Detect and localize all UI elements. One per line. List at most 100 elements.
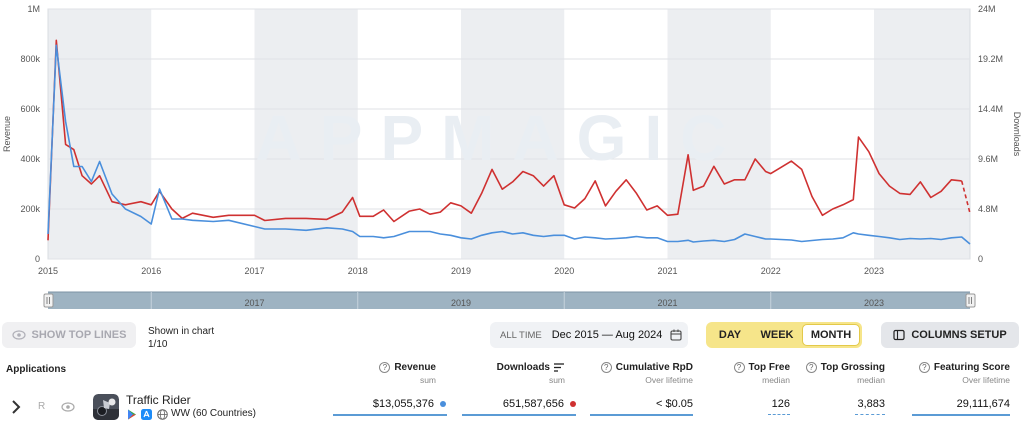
column-top-grossing-title: Top Grossing [820, 362, 885, 373]
featuring-score-value[interactable]: 29,111,674 [956, 398, 1010, 410]
left-axis-tick-label: 1M [27, 4, 40, 14]
right-axis-tick-label: 19.2M [978, 54, 1003, 64]
right-axis-tick-label: 9.6M [978, 154, 998, 164]
year-band [254, 9, 358, 259]
downloads-series-dot [570, 401, 576, 408]
column-featuring-score[interactable]: ? Featuring Score Over lifetime [918, 362, 1010, 385]
eye-icon[interactable] [61, 402, 75, 412]
help-icon[interactable]: ? [600, 362, 612, 373]
left-axis-tick-label: 400k [20, 154, 40, 164]
column-cumulative-rpd-sub: Over lifetime [645, 375, 693, 385]
row-marker[interactable]: R [38, 401, 46, 412]
app-store-icon [141, 409, 152, 420]
column-featuring-score-title: Featuring Score [933, 362, 1010, 373]
right-axis-tick-label: 24M [978, 4, 996, 14]
downloads-cell: 651,587,656 [503, 398, 576, 410]
sort-icon[interactable] [554, 363, 565, 372]
column-top-free-title: Top Free [748, 362, 790, 373]
column-revenue-sub: sum [419, 375, 436, 385]
column-top-grossing[interactable]: ? Top Grossing median [805, 362, 885, 385]
year-band [873, 9, 970, 259]
year-band [48, 9, 152, 259]
x-axis-tick-label: 2018 [348, 266, 368, 276]
left-axis-title: Revenue [2, 116, 12, 152]
downloads-series-line [47, 39, 962, 241]
x-axis-tick-label: 2022 [761, 266, 781, 276]
left-axis-tick-label: 800k [20, 54, 40, 64]
navigator-track [48, 292, 970, 309]
column-cumulative-rpd[interactable]: ? Cumulative RpD Over lifetime [600, 362, 693, 385]
table-header: Applications ? Revenue sum Downloads sum … [0, 362, 1024, 390]
chevron-right-icon[interactable] [11, 400, 21, 414]
left-axis-tick-label: 200k [20, 204, 40, 214]
revenue-series-dot [440, 401, 446, 408]
column-downloads[interactable]: Downloads sum [497, 362, 565, 385]
app-icon[interactable] [93, 394, 119, 420]
downloads-value[interactable]: 651,587,656 [502, 398, 564, 410]
shown-in-chart-label: Shown in chart [148, 326, 215, 337]
google-play-icon [128, 409, 136, 420]
columns-setup-label: COLUMNS SETUP [911, 329, 1007, 341]
column-revenue[interactable]: ? Revenue sum [379, 362, 436, 385]
x-axis-tick-label: 2015 [38, 266, 58, 276]
columns-icon [893, 329, 905, 341]
x-axis-tick-label: 2020 [554, 266, 574, 276]
show-top-lines-button[interactable]: SHOW TOP LINES [2, 322, 136, 348]
right-axis-title: Downloads [1012, 112, 1022, 157]
revenue-cell: $13,055,376 [373, 398, 446, 410]
left-axis-tick-label: 0 [35, 254, 40, 264]
column-top-free[interactable]: ? Top Free median [733, 362, 790, 385]
watermark-text: APPMAGIC [256, 102, 745, 174]
top-free-value[interactable]: 126 [771, 398, 790, 410]
columns-setup-button[interactable]: COLUMNS SETUP [881, 322, 1019, 348]
top-free-underline [768, 414, 790, 415]
chart-toolbar: SHOW TOP LINES Shown in chart 1/10 ALL T… [0, 322, 1024, 352]
downloads-series-projection [960, 180, 971, 214]
year-band [460, 9, 565, 259]
date-range-picker[interactable]: ALL TIME Dec 2015 — Aug 2024 [490, 322, 688, 348]
app-name[interactable]: Traffic Rider [126, 393, 191, 407]
top-grossing-value[interactable]: 3,883 [857, 398, 885, 410]
shown-in-chart: Shown in chart 1/10 [148, 325, 214, 351]
featuring-score-underline [912, 414, 1010, 416]
granularity-month-button[interactable]: MONTH [802, 324, 860, 346]
column-downloads-sub: sum [548, 375, 565, 385]
table-row[interactable]: R Traffic Rider WW (60 Countries) $13,05… [0, 392, 1024, 423]
x-axis-tick-label: 2016 [141, 266, 161, 276]
shown-in-chart-value: 1/10 [148, 339, 168, 350]
revenue-series-line [47, 44, 971, 245]
calendar-icon[interactable] [670, 329, 682, 341]
all-time-label[interactable]: ALL TIME [500, 329, 542, 341]
column-revenue-title: Revenue [394, 362, 436, 373]
navigator-label: 2023 [864, 298, 884, 308]
cumulative-rpd-value[interactable]: < $0.05 [655, 398, 693, 410]
right-axis-tick-label: 4.8M [978, 204, 998, 214]
navigator-handle[interactable] [965, 293, 976, 308]
date-range-value: Dec 2015 — Aug 2024 [551, 329, 663, 341]
help-icon[interactable]: ? [379, 362, 391, 373]
help-icon[interactable]: ? [733, 362, 745, 373]
cumulative-rpd-underline [590, 414, 693, 416]
help-icon[interactable]: ? [805, 362, 817, 373]
eye-icon [11, 330, 26, 340]
applications-header: Applications [6, 364, 67, 375]
globe-icon [157, 409, 168, 420]
column-cumulative-rpd-title: Cumulative RpD [615, 362, 693, 373]
line-chart: APPMAGIC 0 200k 400k 600k 800k 1M 0 4.8M 9.6M 14.4… [2, 4, 1022, 309]
navigator-handle[interactable] [43, 293, 54, 308]
granularity-week-button[interactable]: WEEK [760, 329, 794, 341]
revenue-underline [333, 414, 447, 416]
downloads-underline [462, 414, 576, 416]
column-top-free-sub: median [762, 375, 790, 385]
show-top-lines-label: SHOW TOP LINES [31, 329, 127, 341]
navigator-label: 2021 [657, 298, 677, 308]
help-icon[interactable]: ? [918, 362, 930, 373]
right-axis-tick-label: 14.4M [978, 104, 1003, 114]
top-grossing-underline [855, 414, 885, 415]
column-featuring-score-sub: Over lifetime [962, 375, 1010, 385]
x-axis-tick-label: 2017 [244, 266, 264, 276]
revenue-value[interactable]: $13,055,376 [372, 398, 434, 410]
granularity-day-button[interactable]: DAY [718, 329, 742, 341]
navigator-label: 2017 [244, 298, 264, 308]
